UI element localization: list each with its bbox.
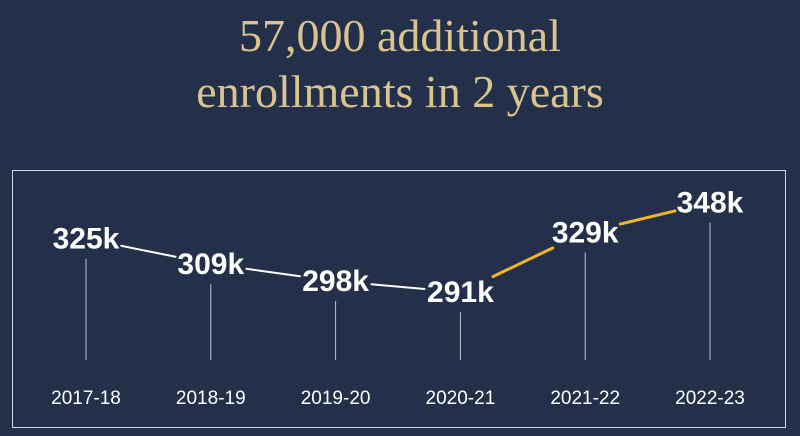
data-label-2017-18: 325k [53, 223, 120, 256]
page-title: 57,000 additional enrollments in 2 years [0, 8, 800, 120]
series-segment-5 [618, 209, 677, 226]
x-tick-label-2017-18: 2017-18 [51, 388, 121, 409]
x-tick-label-2022-23: 2022-23 [675, 388, 745, 409]
x-tick-label-2021-22: 2021-22 [550, 388, 620, 409]
data-label-2018-19: 309k [177, 248, 244, 281]
x-tick-label-2020-21: 2020-21 [426, 388, 496, 409]
series-segment-4 [491, 246, 555, 279]
chart-frame [12, 170, 786, 428]
series-segment-3 [370, 283, 426, 290]
title-line-1: 57,000 additional [239, 10, 561, 61]
series-segment-2 [245, 267, 301, 278]
series-segment-1 [120, 244, 177, 258]
data-label-2021-22: 329k [552, 216, 619, 249]
data-label-2022-23: 348k [677, 187, 744, 220]
x-tick-label-2019-20: 2019-20 [301, 388, 371, 409]
data-label-2019-20: 298k [302, 265, 369, 298]
title-line-2: enrollments in 2 years [196, 66, 604, 117]
x-tick-label-2018-19: 2018-19 [176, 388, 246, 409]
data-label-2020-21: 291k [427, 276, 494, 309]
